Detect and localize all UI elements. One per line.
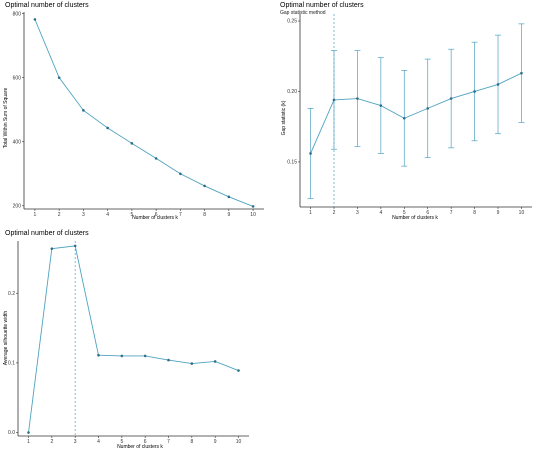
x-tick-label: 6 [144,439,147,445]
x-tick-label: 9 [497,210,500,216]
x-tick-label: 7 [167,439,170,445]
x-tick-label: 6 [426,210,429,216]
x-tick-label: 4 [97,439,100,445]
y-tick-label: 0.20 [287,89,297,95]
x-tick-label: 4 [379,210,382,216]
y-axis-title: Average silhouette width [3,311,9,366]
x-tick-label: 9 [227,212,230,218]
data-point [379,104,383,107]
data-point [203,184,206,188]
chart-title: Optimal number of clusters [5,2,89,9]
x-tick-label: 6 [155,212,158,218]
x-tick-label: 7 [450,210,453,216]
data-point [356,97,359,100]
y-tick-label: 200 [13,203,22,209]
y-tick-label: 0.25 [287,19,297,25]
x-tick-label: 3 [356,210,359,216]
y-tick-label: 0.0 [8,430,15,436]
x-tick-label: 2 [58,212,61,218]
data-point [496,83,500,86]
series-line [310,72,522,154]
x-tick-label: 5 [403,210,406,216]
series-line [28,245,239,433]
x-tick-label: 2 [50,439,53,445]
y-tick-label: 600 [13,75,22,81]
y-tick-label: 0.2 [8,291,15,297]
x-tick-label: 8 [473,210,476,216]
data-point [33,18,37,21]
y-tick-label: 800 [13,11,22,17]
data-point [332,98,336,102]
x-tick-label: 1 [27,439,30,445]
data-point [50,247,54,250]
data-point [520,71,523,75]
x-tick-label: 10 [250,212,256,218]
data-point [167,358,170,362]
data-point [473,90,476,93]
x-axis-title: Number of clusters k [117,444,163,450]
data-point [97,353,100,357]
x-axis-title: Number of clusters k [132,215,178,221]
y-axis-title: Gap statistic (k) [281,100,287,135]
data-point [309,152,312,155]
data-point [154,157,158,160]
elbow-chart: Optimal number of clusters Total Within … [3,2,264,221]
data-point [213,360,217,363]
data-point [82,109,85,112]
data-point [190,362,194,365]
y-tick-label: 0.15 [287,160,297,166]
y-tick-label: 0.1 [8,361,15,367]
x-tick-label: 9 [214,439,217,445]
data-point [179,172,182,176]
y-axis-title: Total Within Sum of Square [3,87,9,148]
data-point [106,126,109,130]
x-tick-label: 5 [120,439,123,445]
gap-statistic-chart: Optimal number of clusters Gap statistic… [280,2,532,221]
data-point [130,142,134,145]
data-point [251,205,255,208]
y-tick-label: 400 [13,139,22,145]
x-tick-label: 10 [236,439,242,445]
data-point [227,195,231,199]
silhouette-chart: Optimal number of clusters Average silho… [3,230,249,450]
data-point [426,107,430,110]
x-tick-label: 1 [34,212,37,218]
x-tick-label: 10 [519,210,525,216]
series-line [34,19,254,207]
data-point [402,116,406,120]
x-tick-label: 7 [179,212,182,218]
data-point [143,354,147,358]
chart-title: Optimal number of clusters [280,2,364,9]
data-point [73,244,77,248]
x-axis-title: Number of clusters k [392,215,438,221]
data-point [449,97,453,100]
x-tick-label: 3 [82,212,85,218]
data-point [57,76,61,79]
data-point [120,354,124,358]
chart-title: Optimal number of clusters [5,230,89,237]
x-tick-label: 8 [203,212,206,218]
chart-subtitle: Gap statistic method [280,10,326,16]
x-tick-label: 2 [333,210,336,216]
x-tick-label: 5 [130,212,133,218]
x-tick-label: 3 [74,439,77,445]
x-tick-label: 8 [190,439,193,445]
data-point [27,431,30,434]
x-tick-label: 4 [106,212,109,218]
x-tick-label: 1 [309,210,312,216]
data-point [237,369,240,372]
